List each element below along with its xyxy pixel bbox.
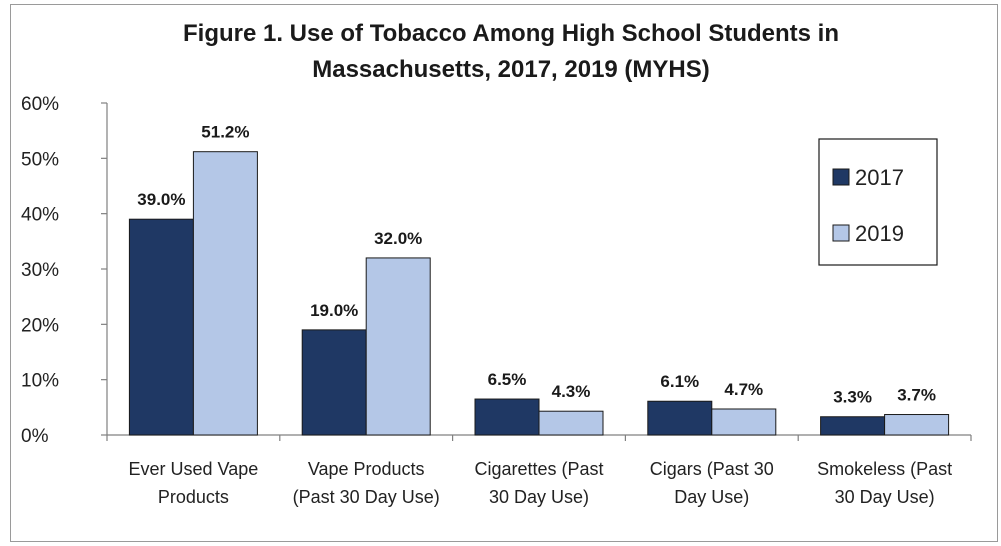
x-tick-label-0-0: Ever Used Vape	[129, 459, 259, 479]
bars	[128, 151, 950, 436]
y-tick-label: 60%	[21, 94, 59, 115]
y-tick-label: 20%	[21, 315, 59, 336]
bar-2019-4	[884, 414, 950, 436]
chart-title-line-2: Massachusetts, 2017, 2019 (MYHS)	[312, 56, 710, 83]
data-label-2019-1: 32.0%	[374, 229, 422, 248]
data-labels: 39.0% 51.2% 19.0% 32.0% 6.5% 4.3% 6.1% 4.7% 3.3%…	[137, 123, 936, 407]
x-tick-label-1-1: (Past 30 Day Use)	[293, 487, 440, 507]
y-tick-label: 10%	[21, 371, 59, 392]
chart-title: Figure 1. Use of Tobacco Among High Scho…	[183, 20, 839, 83]
data-label-2019-4: 3.7%	[897, 386, 936, 405]
bar-2019-2	[538, 410, 604, 436]
y-axis: 0% 10% 20% 30% 40% 50% 60%	[21, 94, 108, 447]
x-tick-labels: Ever Used Vape Products Vape Products (Past…	[129, 459, 953, 507]
x-tick-label-4-0: Smokeless (Past	[817, 459, 952, 479]
x-tick-label-3-1: Day Use)	[674, 487, 749, 507]
x-tick-label-3-0: Cigars (Past 30	[650, 459, 774, 479]
x-tick-label-2-0: Cigarettes (Past	[474, 459, 603, 479]
legend-label-2017: 2017	[855, 165, 904, 190]
legend-swatch-2017	[832, 168, 850, 186]
bar-2019-3	[711, 408, 777, 436]
x-tick-label-4-1: 30 Day Use)	[835, 487, 935, 507]
data-label-2017-1: 19.0%	[310, 301, 358, 320]
bar-2019-1	[365, 257, 431, 436]
data-label-2017-2: 6.5%	[488, 370, 527, 389]
y-tick-label: 0%	[21, 426, 49, 447]
y-tick-label: 30%	[21, 260, 59, 281]
x-tick-label-1-0: Vape Products	[308, 459, 425, 479]
legend-box	[818, 138, 938, 266]
data-label-2017-0: 39.0%	[137, 190, 185, 209]
bar-2017-4	[820, 416, 886, 436]
data-label-2019-3: 4.7%	[724, 380, 763, 399]
legend: 2017 2019	[818, 138, 938, 266]
data-label-2019-2: 4.3%	[552, 382, 591, 401]
y-tick-label: 50%	[21, 149, 59, 170]
y-tick-label: 40%	[21, 205, 59, 226]
bar-2017-2	[474, 398, 540, 436]
x-tick-label-2-1: 30 Day Use)	[489, 487, 589, 507]
bar-2019-0	[192, 151, 258, 436]
x-tick-label-0-1: Products	[158, 487, 229, 507]
data-label-2017-3: 6.1%	[660, 372, 699, 391]
bar-2017-0	[128, 218, 194, 436]
legend-label-2019: 2019	[855, 221, 904, 246]
x-axis	[106, 434, 972, 441]
data-label-2017-4: 3.3%	[833, 388, 872, 407]
chart-frame: Figure 1. Use of Tobacco Among High Scho…	[10, 4, 998, 542]
legend-swatch-2019	[832, 224, 850, 242]
data-label-2019-0: 51.2%	[201, 123, 249, 142]
bar-2017-3	[647, 400, 713, 436]
chart-title-line-1: Figure 1. Use of Tobacco Among High Scho…	[183, 20, 839, 47]
bar-2017-1	[301, 329, 367, 436]
bar-chart: Figure 1. Use of Tobacco Among High Scho…	[21, 20, 972, 507]
